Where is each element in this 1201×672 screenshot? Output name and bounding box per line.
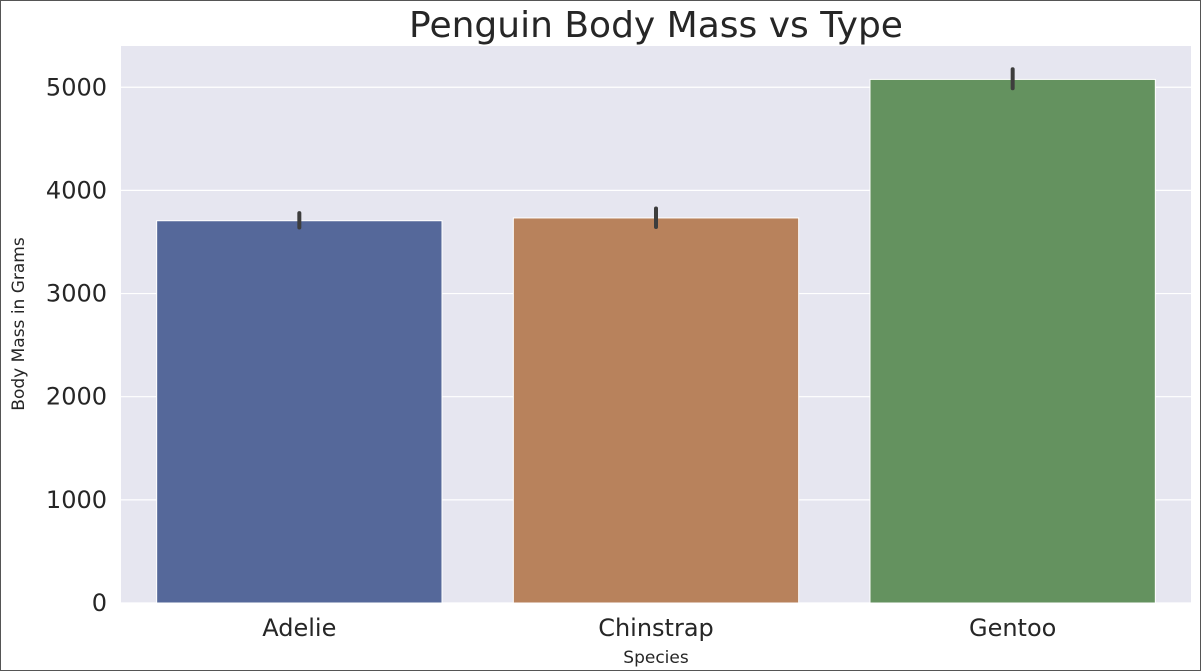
y-tick-label: 5000 (46, 73, 107, 101)
bar-adelie (156, 220, 443, 604)
x-tick-label: Chinstrap (598, 614, 714, 642)
bar-chinstrap (512, 217, 800, 604)
y-tick-labels: 0 1000 2000 3000 4000 5000 (46, 73, 107, 617)
chart-title: Penguin Body Mass vs Type (409, 5, 903, 46)
y-tick-label: 3000 (46, 280, 107, 308)
x-tick-labels: Adelie Chinstrap Gentoo (262, 614, 1056, 642)
y-tick-label: 0 (92, 589, 107, 617)
x-tick-label: Adelie (262, 614, 336, 642)
error-bars (297, 67, 1015, 230)
bar-gentoo (869, 78, 1156, 604)
x-tick-label: Gentoo (969, 614, 1056, 642)
y-tick-label: 2000 (46, 383, 107, 411)
bars (156, 78, 1156, 604)
y-tick-label: 4000 (46, 176, 107, 204)
y-tick-label: 1000 (46, 486, 107, 514)
x-axis-label: Species (623, 648, 689, 668)
y-axis-label: Body Mass in Grams (9, 237, 29, 411)
